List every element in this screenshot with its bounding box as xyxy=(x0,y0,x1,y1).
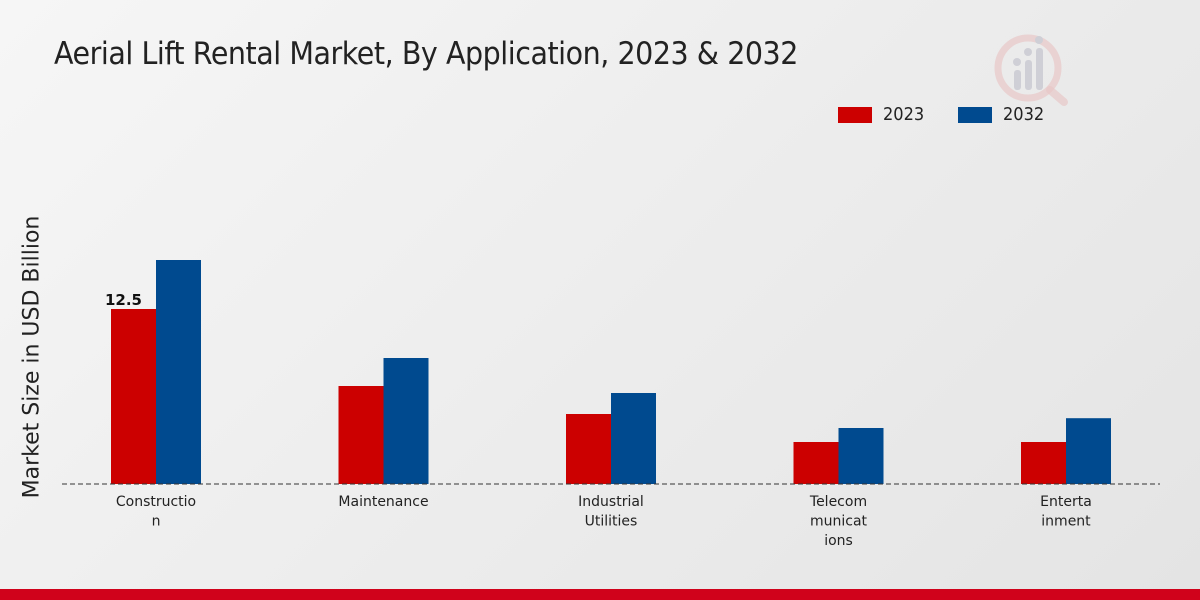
x-tick-label: Utilities xyxy=(585,514,638,530)
watermark-logo-icon xyxy=(994,34,1068,106)
bar-2032-industrial-utilities xyxy=(611,393,656,484)
bar-2023-industrial-utilities xyxy=(566,414,611,484)
x-tick-label: inment xyxy=(1041,514,1091,530)
x-tick-label: ions xyxy=(824,533,853,549)
bar-2023-maintenance xyxy=(338,386,384,484)
legend-label-2023: 2023 xyxy=(883,104,925,125)
bar-2023-telecommunications xyxy=(793,442,839,484)
x-tick-label: Constructio xyxy=(116,494,196,510)
data-label: 12.5 xyxy=(105,291,142,309)
bottom-accent-bar xyxy=(0,589,1200,600)
bar-2032-telecommunications xyxy=(838,428,884,484)
bar-2023-entertainment xyxy=(1021,442,1066,484)
x-tick-label: municat xyxy=(810,514,868,530)
bar-2032-construction xyxy=(156,260,201,484)
bar-2032-entertainment xyxy=(1066,418,1111,484)
bar-2032-maintenance xyxy=(383,358,429,484)
legend-label-2032: 2032 xyxy=(1003,104,1045,125)
legend-swatch-2032 xyxy=(958,107,992,123)
x-tick-label: Telecom xyxy=(809,494,867,510)
x-tick-label: n xyxy=(152,514,161,530)
x-tick-label: Industrial xyxy=(578,494,644,510)
x-tick-label: Enterta xyxy=(1040,494,1092,510)
legend-swatch-2023 xyxy=(838,107,872,123)
x-tick-label: Maintenance xyxy=(338,494,428,510)
bar-2023-construction xyxy=(111,309,156,484)
chart-title: Aerial Lift Rental Market, By Applicatio… xyxy=(54,36,798,72)
